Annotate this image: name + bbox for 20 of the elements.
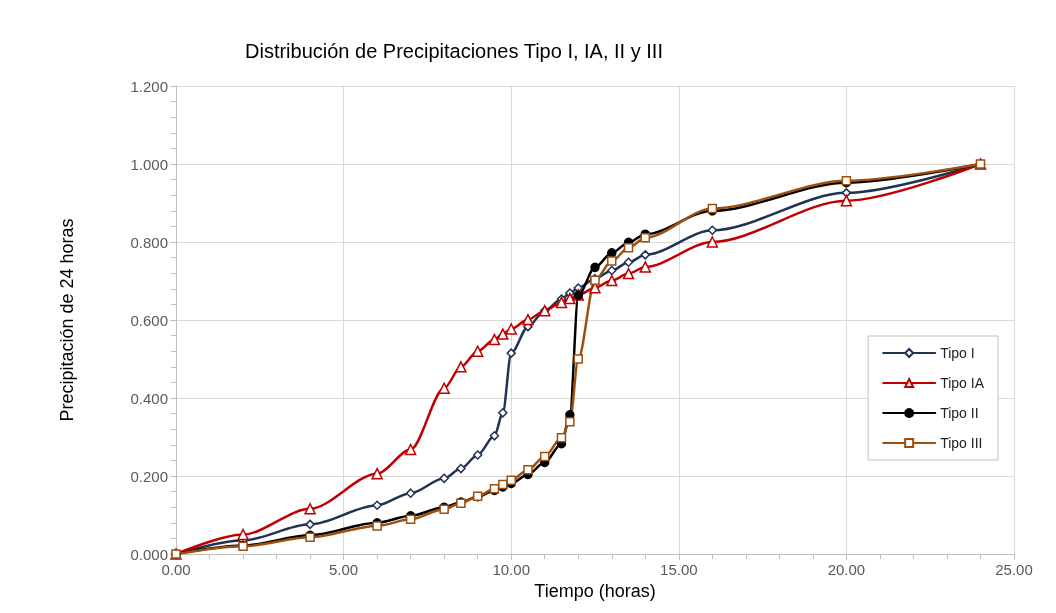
x-tick-label: 10.00 xyxy=(492,561,530,578)
x-tick-label: 15.00 xyxy=(660,561,698,578)
x-tick-label: 25.00 xyxy=(995,561,1033,578)
x-axis-title: Tiempo (horas) xyxy=(534,581,656,601)
y-tick-label: 0.400 xyxy=(130,389,168,407)
legend-label: Tipo IA xyxy=(940,375,985,391)
y-tick-label: 0.800 xyxy=(130,233,168,251)
y-tick-label: 0.200 xyxy=(130,467,168,485)
x-tick-label: 5.00 xyxy=(329,561,359,578)
y-tick-label: 0.000 xyxy=(130,545,168,563)
legend-label: Tipo II xyxy=(940,405,979,421)
chart-title: Distribución de Precipitaciones Tipo I, IA, II y III xyxy=(245,40,663,62)
y-tick-label: 0.600 xyxy=(130,311,168,329)
y-axis-title: Precipitación de 24 horas xyxy=(57,218,77,422)
legend-label: Tipo I xyxy=(940,345,975,361)
x-tick-label: 0.00 xyxy=(161,561,191,578)
x-tick-label: 20.00 xyxy=(827,561,866,578)
legend-label: Tipo III xyxy=(940,435,983,451)
y-tick-label: 1.000 xyxy=(130,155,168,173)
y-tick-label: 1.200 xyxy=(130,77,168,95)
